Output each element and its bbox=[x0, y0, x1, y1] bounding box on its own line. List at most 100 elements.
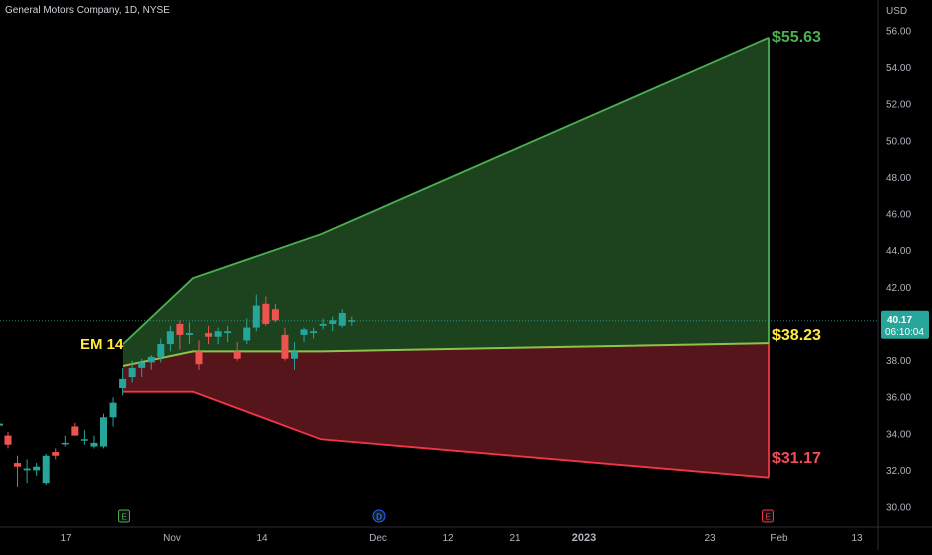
candle-body bbox=[281, 334, 289, 359]
candle-body bbox=[147, 356, 155, 363]
candle bbox=[52, 448, 60, 460]
y-tick-label: 38.00 bbox=[886, 356, 911, 367]
y-tick-label: 32.00 bbox=[886, 466, 911, 477]
candle bbox=[176, 320, 184, 350]
y-tick-label: 44.00 bbox=[886, 246, 911, 257]
x-tick-label: Dec bbox=[369, 533, 387, 544]
y-tick-label: 56.00 bbox=[886, 27, 911, 38]
candle bbox=[281, 327, 289, 361]
candle bbox=[252, 294, 260, 332]
earnings-marker bbox=[118, 509, 130, 523]
currency-label: USD bbox=[886, 6, 907, 17]
candle-body bbox=[176, 323, 184, 335]
candle-body bbox=[310, 331, 318, 334]
candle bbox=[262, 296, 270, 326]
candle-body bbox=[128, 367, 136, 378]
candle-body bbox=[90, 442, 98, 447]
y-tick-label: 34.00 bbox=[886, 429, 911, 440]
candle bbox=[185, 322, 193, 345]
y-tick-label: 48.00 bbox=[886, 173, 911, 184]
candle bbox=[23, 459, 31, 484]
prior-candle-fragment bbox=[0, 423, 3, 426]
candle-body bbox=[100, 417, 107, 447]
candle bbox=[166, 325, 174, 352]
candle bbox=[233, 342, 241, 361]
candle-body bbox=[319, 323, 327, 326]
candle-body bbox=[119, 378, 127, 388]
candle-body bbox=[243, 327, 251, 341]
candle-body bbox=[109, 402, 117, 418]
candle-body bbox=[80, 439, 88, 441]
candle-body bbox=[166, 331, 174, 345]
x-tick-label: Feb bbox=[770, 533, 788, 544]
x-tick-label: Nov bbox=[163, 533, 181, 544]
candle-body bbox=[14, 463, 22, 467]
y-tick-label: 42.00 bbox=[886, 283, 911, 294]
candle-body bbox=[300, 329, 308, 335]
y-tick-label: 50.00 bbox=[886, 136, 911, 147]
y-tick-label: 30.00 bbox=[886, 503, 911, 514]
candle bbox=[4, 431, 12, 449]
candle-body bbox=[138, 362, 146, 368]
candle bbox=[205, 325, 213, 345]
candle-body bbox=[195, 351, 203, 365]
middle-line bbox=[122, 342, 770, 367]
candle-body bbox=[233, 351, 241, 359]
candle-body bbox=[224, 331, 232, 334]
em-label: EM 14 bbox=[80, 336, 124, 353]
candle-body bbox=[338, 312, 346, 326]
candle bbox=[338, 309, 346, 328]
candle bbox=[195, 340, 203, 370]
candle-body bbox=[61, 442, 69, 445]
candle bbox=[224, 325, 232, 343]
candle bbox=[300, 327, 308, 343]
candle-body bbox=[157, 344, 165, 357]
last-price-countdown: 06:10:04 bbox=[885, 327, 924, 338]
y-tick-label: 36.00 bbox=[886, 393, 911, 404]
candle-body bbox=[33, 466, 41, 471]
event-marker: E bbox=[762, 509, 774, 523]
event-marker: D bbox=[372, 509, 386, 523]
candle-body bbox=[214, 331, 222, 337]
event-marker: E bbox=[118, 509, 130, 523]
lower-target-label: $31.17 bbox=[772, 450, 821, 467]
candle bbox=[147, 355, 155, 370]
x-tick-label: 14 bbox=[256, 533, 268, 544]
lower-bound-line bbox=[123, 390, 770, 479]
candle bbox=[243, 318, 251, 345]
upper-target-label: $55.63 bbox=[772, 29, 821, 46]
dividend-marker-text: D bbox=[376, 513, 382, 522]
candle bbox=[80, 430, 88, 445]
candle bbox=[310, 327, 318, 339]
candle-body bbox=[205, 333, 213, 337]
candle-body bbox=[4, 435, 12, 445]
symbol-title: General Motors Company, 1D, NYSE bbox=[5, 5, 170, 16]
candle bbox=[348, 316, 356, 326]
candle-body bbox=[185, 333, 193, 335]
candle-body bbox=[329, 320, 337, 324]
candle-body bbox=[23, 468, 31, 471]
candle bbox=[291, 342, 298, 370]
candle bbox=[61, 435, 69, 447]
candle bbox=[100, 413, 107, 449]
middle-target-label: $38.23 bbox=[772, 327, 821, 344]
candle bbox=[71, 422, 79, 436]
candle bbox=[119, 367, 127, 396]
x-tick-label: 13 bbox=[851, 533, 863, 544]
candle-body bbox=[252, 305, 260, 328]
earnings-marker bbox=[762, 509, 774, 523]
dividend-marker bbox=[372, 509, 386, 523]
candle bbox=[90, 435, 98, 449]
x-tick-label: 21 bbox=[509, 533, 521, 544]
candle bbox=[214, 327, 222, 345]
candle bbox=[138, 358, 146, 378]
candle-body bbox=[271, 309, 279, 321]
last-price-value: 40.17 bbox=[887, 315, 912, 326]
candle bbox=[42, 453, 50, 486]
candle-body bbox=[52, 452, 60, 456]
expected-move-down-zone bbox=[123, 343, 769, 478]
candle bbox=[319, 318, 327, 330]
